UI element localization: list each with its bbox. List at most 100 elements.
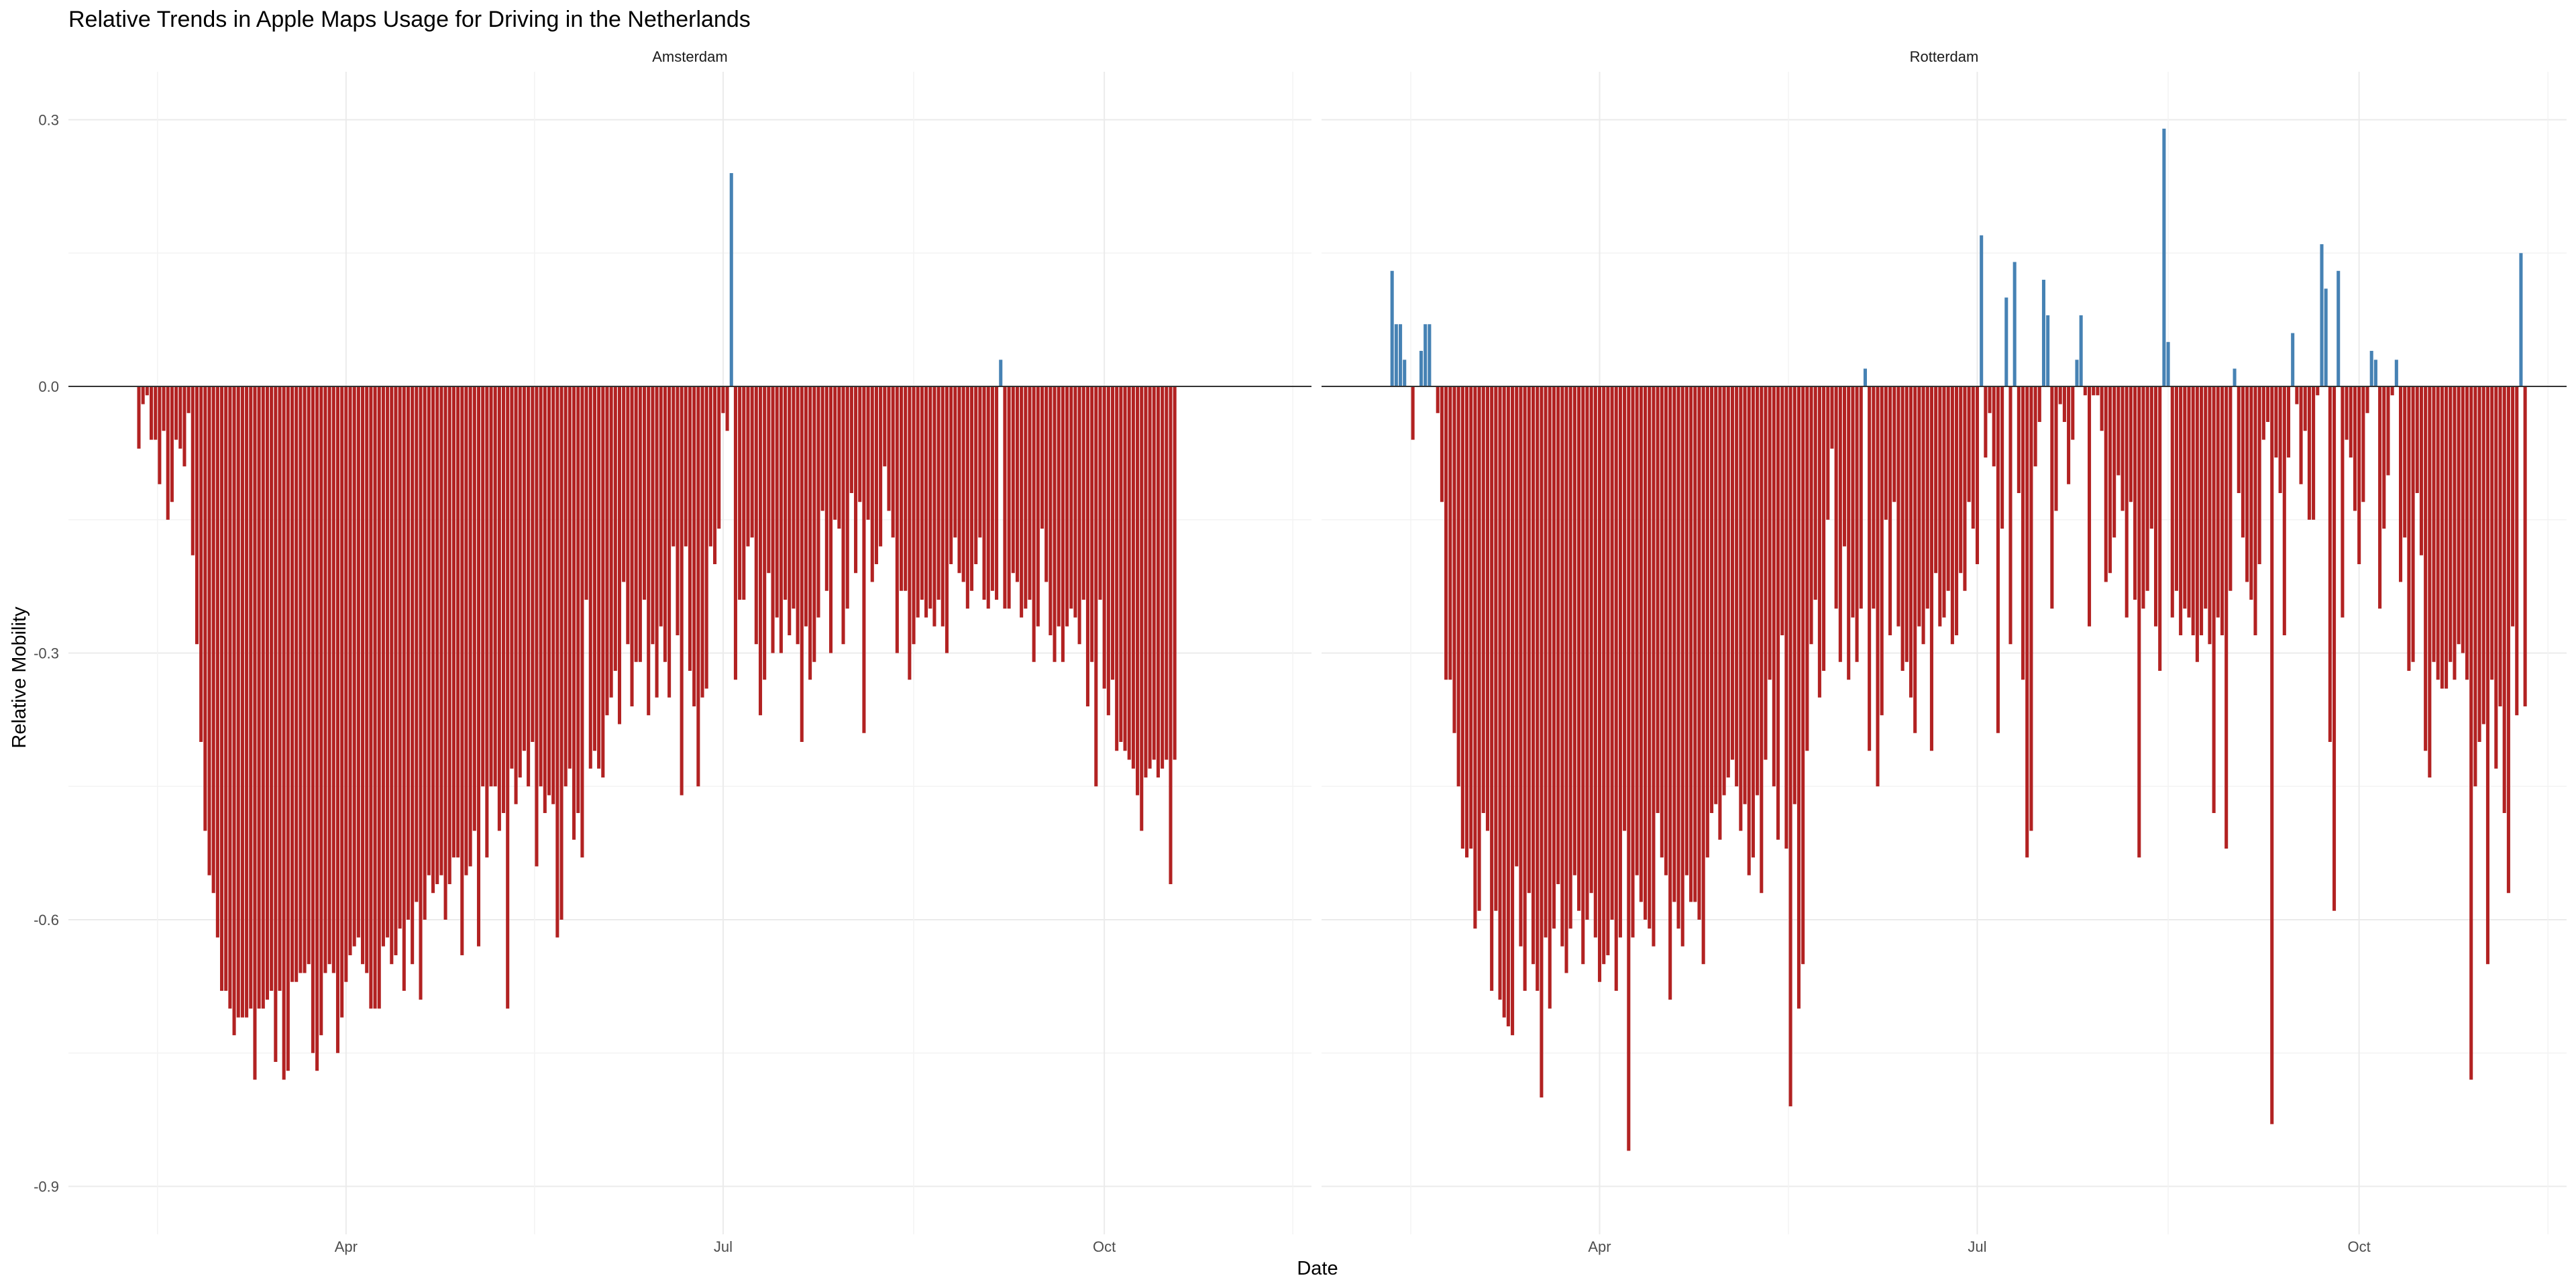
bar <box>2357 386 2361 564</box>
y-tick-label: 0.3 <box>38 112 59 129</box>
bar <box>423 386 427 920</box>
bar <box>278 386 282 991</box>
bar <box>2104 386 2108 582</box>
bar <box>1011 386 1015 574</box>
bar <box>617 386 622 724</box>
bar <box>1032 386 1036 662</box>
bar <box>2149 386 2153 529</box>
bar <box>634 386 638 662</box>
bar <box>2054 386 2058 511</box>
bar <box>1710 386 1714 813</box>
bar <box>837 386 841 529</box>
bar <box>158 386 162 484</box>
bar <box>2208 386 2212 645</box>
bar <box>1689 386 1693 902</box>
bar <box>2224 386 2229 849</box>
bar <box>2494 386 2498 769</box>
bar <box>758 386 763 716</box>
bar <box>2307 386 2311 520</box>
bar <box>344 386 348 982</box>
bar <box>2303 386 2307 431</box>
bar <box>2083 386 2087 396</box>
bar <box>1900 386 1904 671</box>
bar <box>2162 128 2166 387</box>
bar <box>373 386 377 1009</box>
bar <box>1668 386 1672 1000</box>
bar <box>215 386 219 938</box>
bar <box>916 386 920 618</box>
bar <box>1452 386 1456 733</box>
bar <box>2249 386 2253 600</box>
x-tick-label: Oct <box>2348 1238 2371 1255</box>
bar <box>754 386 758 645</box>
bar <box>1934 386 1938 574</box>
bar <box>1085 386 1089 706</box>
bar <box>1123 386 1127 751</box>
bar <box>1813 386 1817 600</box>
bar <box>2141 386 2145 609</box>
bar <box>936 386 941 600</box>
bar <box>1519 386 1523 947</box>
bar <box>725 386 729 431</box>
bar <box>323 386 327 973</box>
bar <box>539 386 543 787</box>
bar <box>1036 386 1040 627</box>
x-tick-label: Jul <box>714 1238 733 1255</box>
bar <box>812 386 816 662</box>
bar <box>2390 386 2394 396</box>
bar <box>1909 386 1913 698</box>
bar <box>2411 386 2415 662</box>
bar <box>1053 386 1057 662</box>
bar <box>1701 386 1705 965</box>
bar <box>1623 386 1627 831</box>
bar <box>2349 386 2353 458</box>
bar <box>1772 386 1776 787</box>
bar <box>415 386 419 902</box>
bar <box>2145 386 2149 591</box>
bar <box>1980 235 1984 387</box>
bar <box>2008 386 2012 645</box>
bar <box>1007 386 1011 609</box>
bar <box>1136 386 1140 796</box>
bar <box>1743 386 1747 804</box>
bar <box>1469 386 1473 849</box>
bar <box>2424 386 2428 751</box>
bar <box>1460 386 1464 849</box>
bar <box>2100 386 2104 431</box>
bar <box>2299 386 2303 484</box>
bar <box>588 386 592 769</box>
bar <box>2341 386 2345 618</box>
bar <box>1589 386 1593 894</box>
bar <box>742 386 746 600</box>
bar <box>2498 386 2502 706</box>
bar <box>879 386 883 547</box>
bar <box>1572 386 1576 875</box>
bar <box>779 386 783 653</box>
bar <box>2195 386 2199 662</box>
bar <box>1165 386 1169 760</box>
bar <box>630 386 634 706</box>
bar <box>1597 386 1602 982</box>
bar <box>2445 386 2449 689</box>
bar <box>883 386 887 467</box>
bar <box>2212 386 2216 813</box>
bar <box>456 386 460 858</box>
bar <box>584 386 588 600</box>
bar <box>1548 386 1552 1009</box>
bar <box>2021 386 2025 680</box>
bar <box>858 386 862 502</box>
bar <box>1440 386 1444 502</box>
bar <box>1680 386 1684 947</box>
bar <box>1494 386 1498 911</box>
bar <box>2012 262 2017 387</box>
bar <box>1610 386 1614 920</box>
bar <box>559 386 564 920</box>
bar <box>493 386 497 787</box>
bar <box>2266 386 2270 423</box>
bar <box>497 386 501 831</box>
bar <box>651 386 655 645</box>
bar <box>1527 386 1531 894</box>
bar <box>862 386 866 733</box>
bar <box>2382 386 2386 529</box>
bar <box>1888 386 1892 635</box>
